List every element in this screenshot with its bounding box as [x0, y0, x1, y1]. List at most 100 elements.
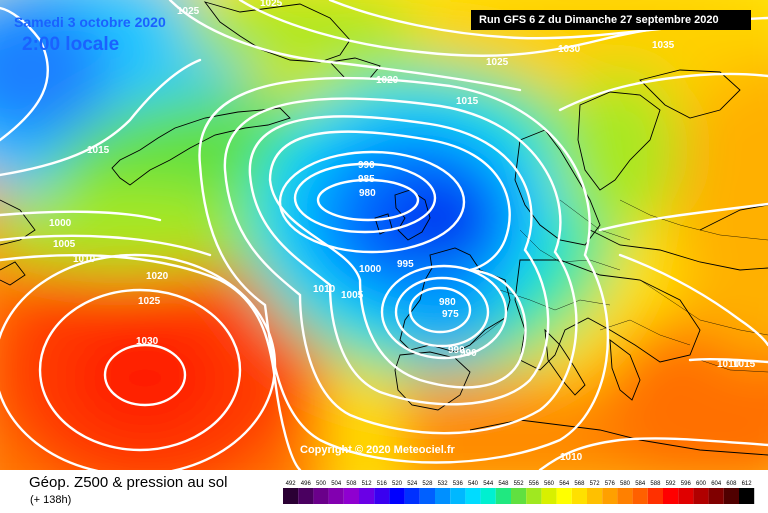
scale-swatch	[708, 488, 724, 504]
isobar-label: 1000	[359, 264, 382, 275]
scale-tick-label: 548	[498, 481, 509, 487]
scale-swatch	[389, 488, 405, 504]
scale-swatch	[632, 488, 648, 504]
isobar-label: 1015	[733, 359, 756, 370]
isobar-label: 1010	[73, 254, 96, 265]
scale-swatch	[541, 488, 557, 504]
isobar-label: 1020	[146, 271, 169, 282]
scale-swatch	[328, 488, 344, 504]
scale-tick-label: 552	[514, 481, 525, 487]
isobar-label: 1010	[560, 452, 583, 463]
scale-swatch	[617, 488, 633, 504]
scale-swatch	[663, 488, 679, 504]
scale-tick-label: 564	[559, 481, 570, 487]
geopotential-field	[0, 0, 768, 470]
legend-title: Géop. Z500 & pression au sol	[29, 474, 228, 491]
run-info: Run GFS 6 Z du Dimanche 27 septembre 202…	[471, 10, 751, 30]
scale-swatch	[435, 488, 451, 504]
scale-tick-label: 612	[742, 481, 753, 487]
scale-swatch	[450, 488, 466, 504]
scale-swatch	[404, 488, 420, 504]
scale-tick-label: 568	[574, 481, 585, 487]
scale-swatch	[465, 488, 481, 504]
scale-swatch	[571, 488, 587, 504]
isobar-label: 975	[442, 309, 459, 320]
scale-tick-label: 572	[590, 481, 601, 487]
scale-tick-label: 576	[605, 481, 616, 487]
isobar-label: 1025	[138, 296, 161, 307]
isobar-labels: 1025 1025 1030 1035 1025 1020 1015 1015 …	[49, 0, 756, 463]
scale-tick-label: 604	[711, 481, 722, 487]
scale-tick-label: 528	[422, 481, 433, 487]
scale-tick-label: 596	[681, 481, 692, 487]
scale-swatch	[298, 488, 314, 504]
scale-tick-label: 496	[301, 481, 312, 487]
scale-tick-label: 492	[286, 481, 297, 487]
isobar-label: 1025	[177, 6, 200, 17]
scale-swatch	[374, 488, 390, 504]
scale-swatch	[526, 488, 542, 504]
scale-swatch	[602, 488, 618, 504]
scale-swatch	[283, 488, 299, 504]
scale-swatch	[693, 488, 709, 504]
isobar-label: 1015	[87, 145, 110, 156]
isobar-label: 1015	[456, 96, 479, 107]
scale-tick-label: 512	[362, 481, 373, 487]
scale-tick-label: 608	[726, 481, 737, 487]
isobar-label: 980	[359, 188, 376, 199]
isobar-label: 1025	[260, 0, 283, 9]
scale-swatch	[678, 488, 694, 504]
scale-swatch	[359, 488, 375, 504]
scale-swatch	[480, 488, 496, 504]
isobar-label: 1010	[717, 359, 740, 370]
copyright: Copyright © 2020 Meteociel.fr	[300, 444, 455, 456]
isobar-label: 990	[460, 348, 477, 359]
isobar-label: 1010	[313, 284, 336, 295]
isobar-label: 1000	[49, 218, 72, 229]
scale-tick-label: 592	[666, 481, 677, 487]
forecast-date: Samedi 3 octobre 2020	[14, 14, 166, 30]
isobar-label: 1005	[53, 239, 76, 250]
scale-tick-label: 504	[331, 481, 342, 487]
isobar-label: 1030	[558, 44, 581, 55]
legend-lead-time: (+ 138h)	[30, 494, 72, 506]
isobar-label: 1020	[376, 75, 399, 86]
color-scale: 492 496 500 504 508 512 516 520 524 528 532 536 540 5…	[283, 478, 755, 513]
scale-tick-label: 600	[696, 481, 707, 487]
scale-swatch	[739, 488, 755, 504]
scale-swatch	[556, 488, 572, 504]
scale-swatch	[587, 488, 603, 504]
scale-swatch	[511, 488, 527, 504]
scale-tick-label: 520	[392, 481, 403, 487]
scale-swatch	[495, 488, 511, 504]
isobar-label: 985	[358, 174, 375, 185]
scale-swatch	[647, 488, 663, 504]
isobar-label: 990	[448, 345, 465, 356]
scale-swatch	[723, 488, 739, 504]
isobar-label: 980	[439, 297, 456, 308]
scale-tick-label: 532	[438, 481, 449, 487]
isobar-label: 1005	[341, 290, 364, 301]
scale-tick-label: 516	[377, 481, 388, 487]
scale-tick-label: 524	[407, 481, 418, 487]
scale-tick-label: 544	[483, 481, 494, 487]
isobar-label: 995	[397, 259, 414, 270]
scale-tick-label: 560	[544, 481, 555, 487]
isobar-label: 1035	[652, 40, 675, 51]
isobar-label: 1030	[136, 336, 159, 347]
scale-tick-label: 536	[453, 481, 464, 487]
scale-tick-label: 556	[529, 481, 540, 487]
scale-tick-label: 580	[620, 481, 631, 487]
isobar-label: 1025	[486, 57, 509, 68]
scale-tick-label: 540	[468, 481, 479, 487]
scale-tick-label: 584	[635, 481, 646, 487]
scale-swatch	[313, 488, 329, 504]
scale-swatch	[343, 488, 359, 504]
weather-map: 1025 1025 1030 1035 1025 1020 1015 1015 …	[0, 0, 768, 470]
isobar-label: 990	[358, 160, 375, 171]
scale-tick-label: 500	[316, 481, 327, 487]
scale-tick-label: 508	[346, 481, 357, 487]
forecast-local-time: 2:00 locale	[22, 34, 120, 55]
scale-tick-label: 588	[650, 481, 661, 487]
scale-swatch	[419, 488, 435, 504]
